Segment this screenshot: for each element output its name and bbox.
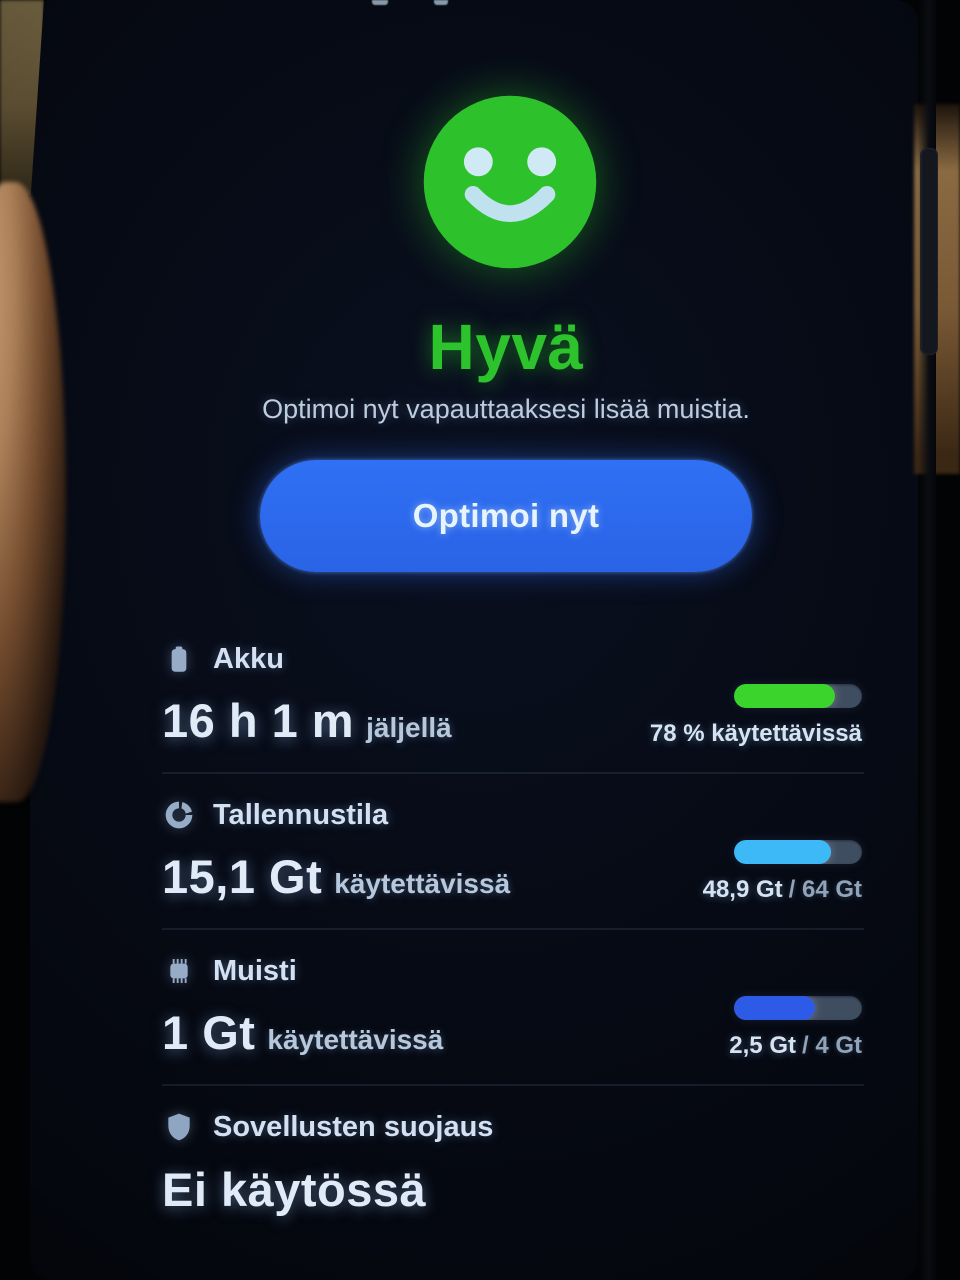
- memory-progress-bar: [734, 996, 862, 1020]
- app-protection-section[interactable]: Sovellusten suojaus Ei käytössä: [162, 1086, 864, 1241]
- memory-label: Muisti: [213, 954, 297, 987]
- memory-free-suffix: käytettävissä: [267, 1024, 444, 1055]
- shield-icon: [162, 1110, 196, 1144]
- memory-free-value: 1 Gt: [162, 1006, 256, 1059]
- optimize-now-button[interactable]: Optimoi nyt: [260, 460, 752, 572]
- storage-free-suffix: käytettävissä: [334, 868, 511, 899]
- device-care-sections: Akku 16 h 1 m jäljellä 78 % käytettävissä: [162, 618, 864, 1241]
- storage-free-value: 15,1 Gt: [162, 850, 323, 903]
- memory-chip-icon: [162, 954, 196, 988]
- battery-icon: [162, 642, 196, 676]
- battery-progress-bar: [734, 684, 862, 708]
- battery-section[interactable]: Akku 16 h 1 m jäljellä 78 % käytettävissä: [162, 618, 864, 774]
- smiley-face-icon: [422, 94, 598, 270]
- storage-label: Tallennustila: [213, 798, 389, 831]
- battery-caption: 78 % käytettävissä: [649, 720, 862, 747]
- battery-time-value: 16 h 1 m: [162, 694, 355, 747]
- memory-section[interactable]: Muisti 1 Gt käytettävissä 2,5 Gt/ 4 Gt: [162, 930, 864, 1086]
- device-care-screen: Hyvä Optimoi nyt vapauttaaksesi lisää mu…: [30, 0, 918, 1280]
- app-protection-status-value: Ei käytössä: [162, 1163, 427, 1216]
- memory-caption: 2,5 Gt/ 4 Gt: [729, 1032, 862, 1059]
- storage-caption: 48,9 Gt/ 64 Gt: [702, 876, 862, 903]
- cropped-header-text-fragment: [434, 0, 448, 5]
- battery-label: Akku: [213, 642, 284, 675]
- app-protection-label: Sovellusten suojaus: [213, 1110, 494, 1143]
- volume-button: [920, 148, 938, 355]
- storage-donut-chart-icon: [162, 798, 196, 832]
- cropped-header-text-fragment: [372, 0, 388, 5]
- status-subtitle: Optimoi nyt vapauttaaksesi lisää muistia…: [262, 394, 750, 424]
- status-title: Hyvä: [428, 311, 584, 383]
- battery-time-suffix: jäljellä: [366, 712, 452, 743]
- storage-section[interactable]: Tallennustila 15,1 Gt käytettävissä 48,9 …: [162, 774, 864, 930]
- storage-progress-bar: [734, 840, 862, 864]
